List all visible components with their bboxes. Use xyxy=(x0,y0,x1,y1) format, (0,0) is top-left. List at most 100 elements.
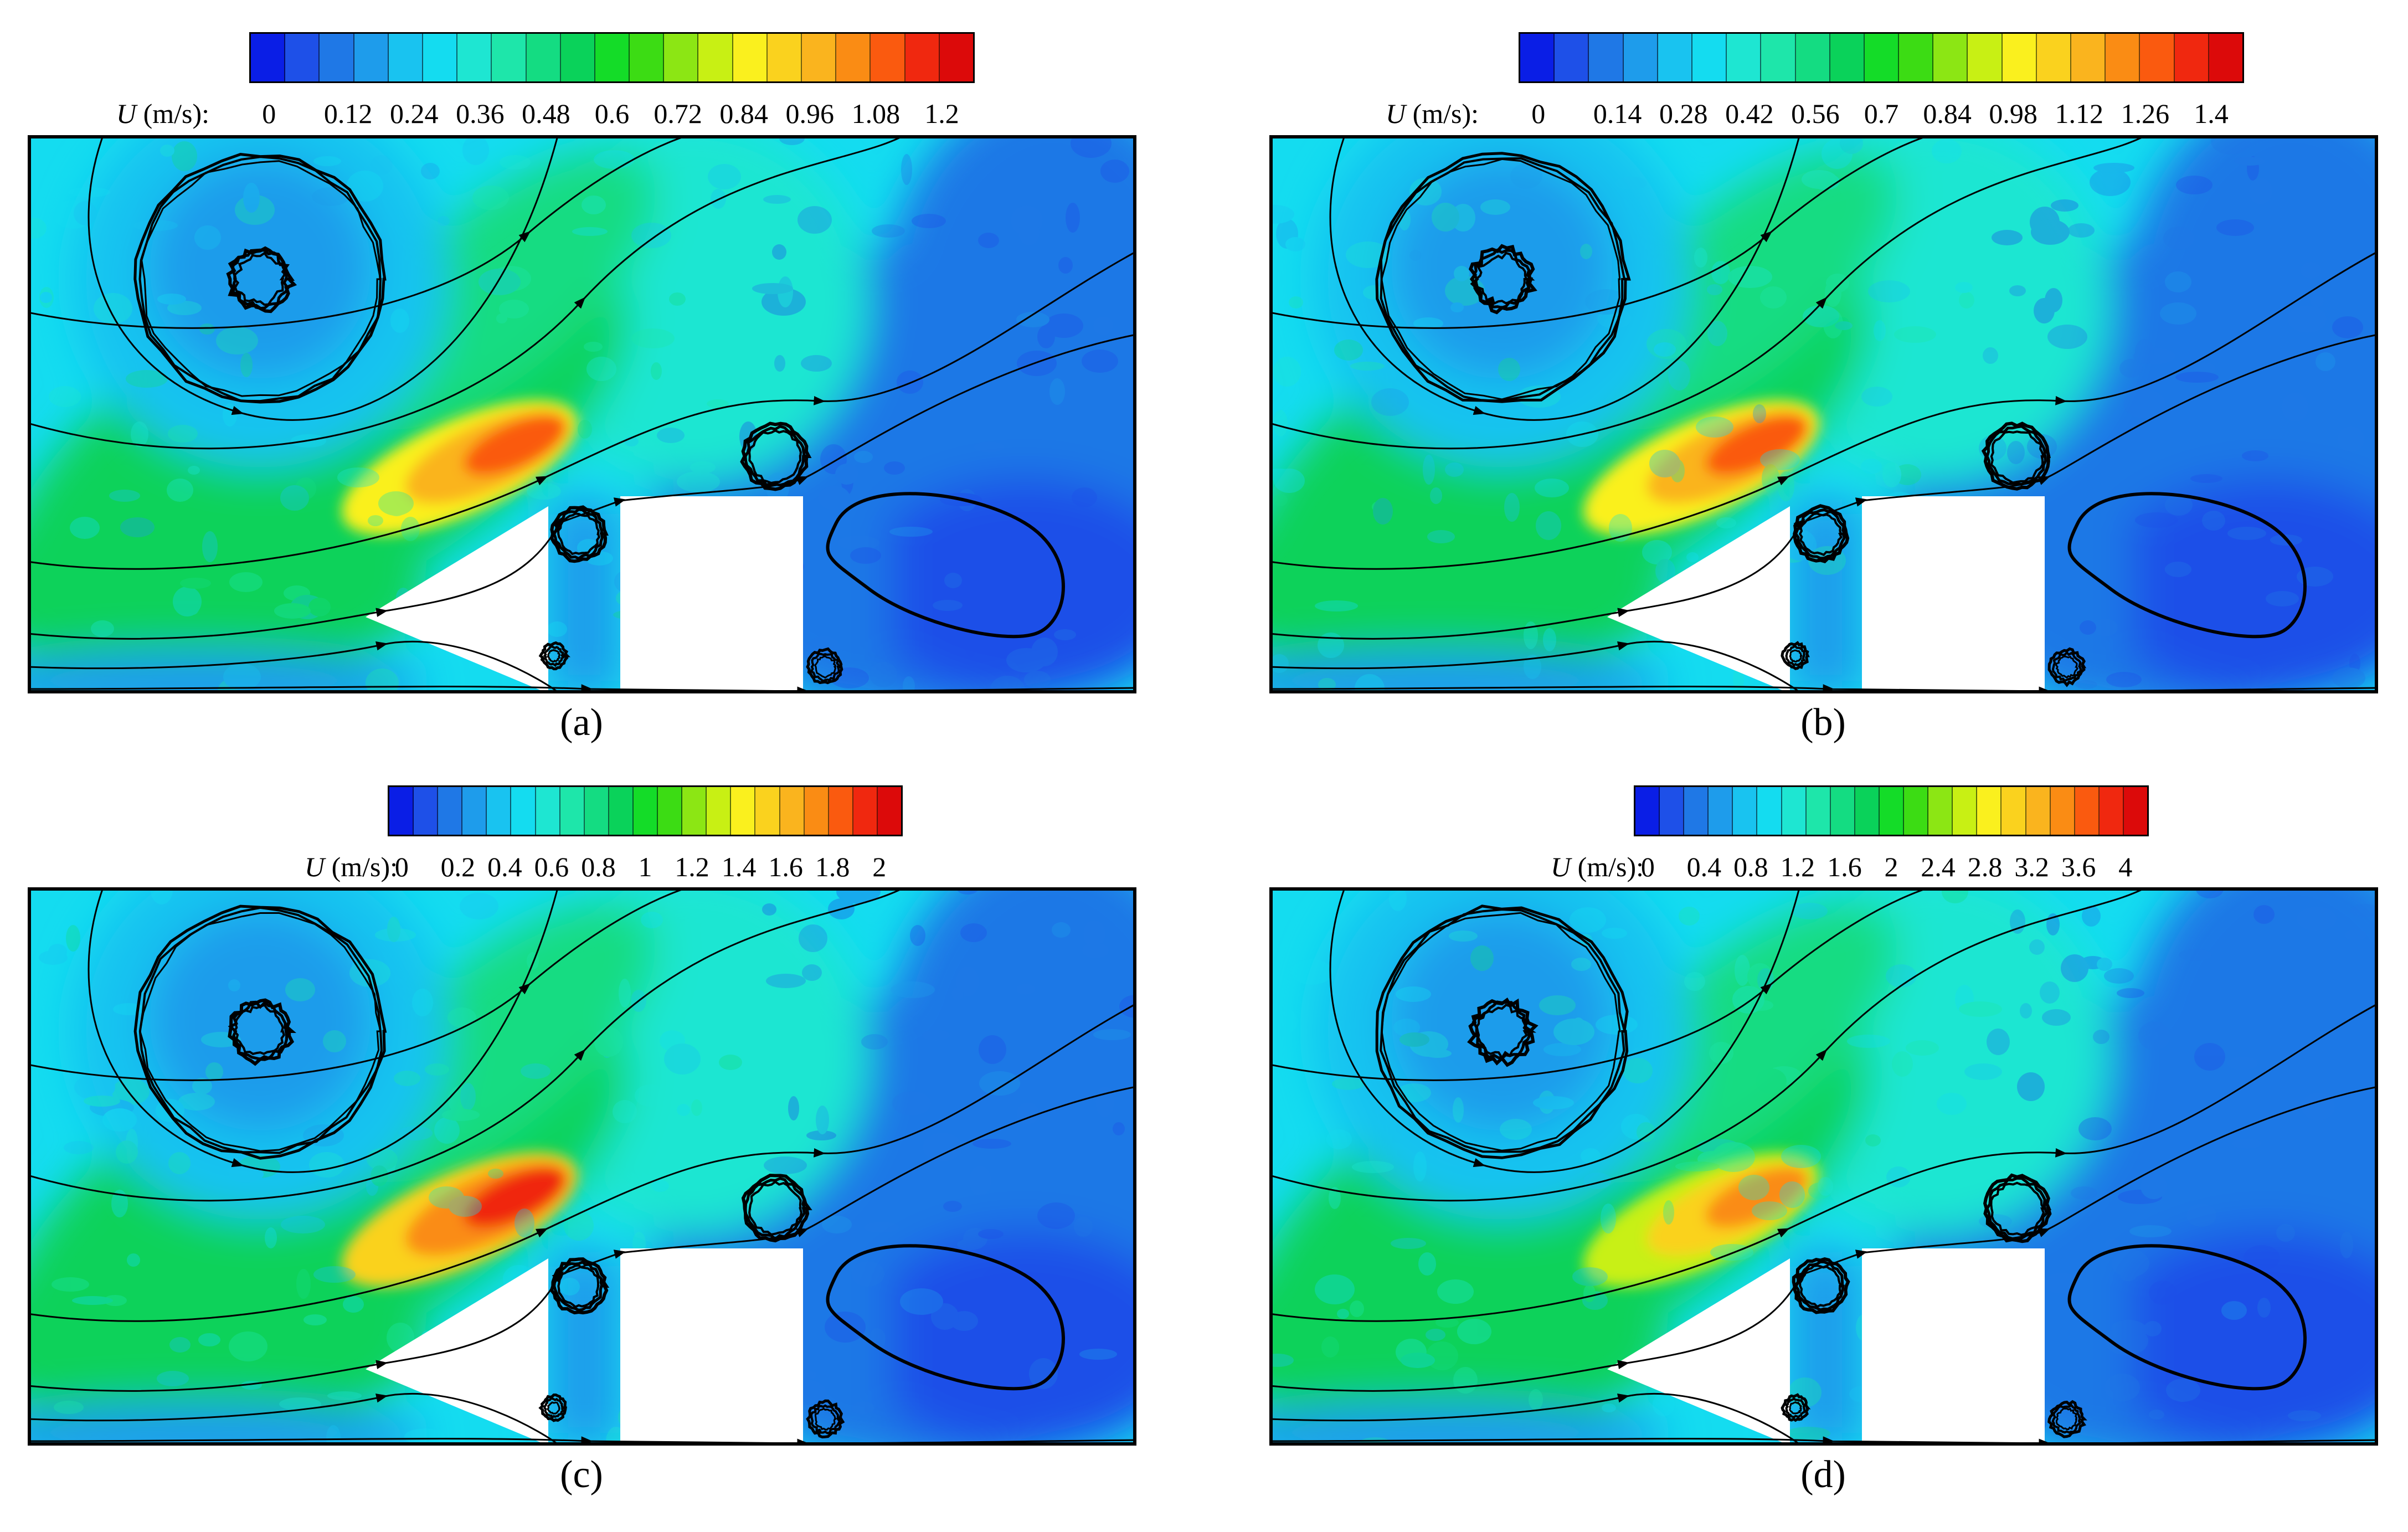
noise-speckle xyxy=(2117,988,2144,998)
vortex-loop xyxy=(1985,1176,2049,1240)
colorbar-segment xyxy=(871,34,905,81)
noise-speckle xyxy=(1413,317,1443,330)
colorbar-d-ticks: 0 0.4 0.8 1.2 1.6 2 2.4 2.8 3.2 3.6 4 xyxy=(1634,853,2149,886)
noise-speckle xyxy=(1762,464,1779,493)
noise-speckle xyxy=(1270,654,1289,673)
velocity-field-b xyxy=(1269,135,2378,693)
noise-speckle xyxy=(635,1084,666,1107)
noise-speckle xyxy=(1329,1187,1341,1209)
noise-speckle xyxy=(1318,678,1336,691)
colorbar-segment xyxy=(829,787,853,835)
noise-speckle xyxy=(774,355,785,372)
noise-speckle xyxy=(1663,1200,1674,1225)
noise-speckle xyxy=(1958,1125,2000,1138)
noise-speckle xyxy=(1037,600,1078,610)
noise-speckle xyxy=(160,145,174,157)
noise-speckle xyxy=(1861,387,1892,407)
noise-speckle xyxy=(1363,285,1385,300)
noise-speckle xyxy=(1337,1309,1349,1319)
colorbar-segment xyxy=(511,787,536,835)
noise-speckle xyxy=(120,517,155,537)
colorbar-segment xyxy=(595,34,630,81)
noise-speckle xyxy=(1454,266,1469,281)
noise-speckle xyxy=(1427,530,1455,543)
noise-speckle xyxy=(2349,654,2360,674)
noise-speckle xyxy=(1095,1086,1114,1117)
noise-speckle xyxy=(1413,1151,1427,1181)
colorbar-tick-label: 0.7 xyxy=(1864,98,1899,129)
noise-speckle xyxy=(2080,620,2096,635)
colorbar-segment xyxy=(1520,34,1555,81)
noise-speckle xyxy=(1735,955,1750,986)
colorbar-segment xyxy=(2075,787,2100,835)
colorbar-tick-label: 0.8 xyxy=(581,851,616,882)
noise-speckle xyxy=(763,195,791,204)
noise-speckle xyxy=(979,1035,1006,1064)
noise-speckle xyxy=(1711,261,1730,284)
noise-speckle xyxy=(102,1108,137,1132)
noise-speckle xyxy=(168,1152,191,1174)
colorbar-segment xyxy=(1658,34,1692,81)
vortex-loop xyxy=(1799,1264,1843,1308)
colorbar-c-label: U (m/s): xyxy=(304,851,398,882)
noise-speckle xyxy=(2247,156,2259,181)
noise-speckle xyxy=(74,1075,115,1100)
noise-speckle xyxy=(66,925,80,952)
square-obstacle xyxy=(1862,1248,2045,1446)
colorbar-tick-label: 0.6 xyxy=(534,851,569,882)
noise-speckle xyxy=(1529,1389,1543,1410)
colorbar-tick-label: 0.56 xyxy=(1791,98,1840,129)
noise-speckle xyxy=(375,928,416,942)
noise-speckle xyxy=(1959,292,1974,309)
noise-speckle xyxy=(825,1312,866,1343)
noise-speckle xyxy=(111,1190,128,1217)
colorbar-segment xyxy=(658,787,683,835)
noise-speckle xyxy=(1391,1238,1426,1249)
vortex-loop xyxy=(2055,655,2078,679)
vortex-loop xyxy=(810,1404,842,1435)
vortex-loop xyxy=(543,645,565,667)
noise-speckle xyxy=(2093,1030,2109,1044)
noise-speckle xyxy=(2302,1093,2335,1120)
colorbar-tick-label: 1.8 xyxy=(815,851,850,882)
streamline xyxy=(1269,887,2148,1202)
noise-speckle xyxy=(521,1063,550,1079)
noise-speckle xyxy=(2104,968,2134,984)
noise-speckle xyxy=(2194,362,2216,374)
noise-speckle xyxy=(1423,455,1435,485)
vortex-loop xyxy=(547,649,560,663)
colorbar-segment xyxy=(560,34,595,81)
noise-speckle xyxy=(157,294,186,305)
colorbar-segment xyxy=(2209,34,2242,81)
colorbar-segment xyxy=(682,787,707,835)
noise-speckle xyxy=(1802,170,1837,189)
noise-speckle xyxy=(1835,321,1853,330)
noise-speckle xyxy=(1426,1341,1458,1370)
noise-speckle xyxy=(327,1391,362,1400)
noise-speckle xyxy=(2165,562,2191,577)
colorbar-segment xyxy=(1733,787,1758,835)
noise-speckle xyxy=(1581,1148,1601,1164)
colorbar-segment xyxy=(630,34,665,81)
colorbar-tick-label: 0.48 xyxy=(522,98,570,129)
noise-speckle xyxy=(836,887,881,904)
noise-speckle xyxy=(892,1091,931,1115)
colorbar-tick-label: 0.8 xyxy=(1733,851,1768,882)
noise-speckle xyxy=(2316,352,2335,371)
noise-speckle xyxy=(368,515,383,526)
vortex-loop xyxy=(2055,1407,2078,1430)
noise-speckle xyxy=(2208,548,2237,559)
noise-speckle xyxy=(1728,266,1772,288)
noise-speckle xyxy=(797,206,832,234)
noise-speckle xyxy=(313,156,341,166)
streamline xyxy=(28,135,692,329)
noise-speckle xyxy=(2165,495,2193,516)
streamline xyxy=(1269,684,2378,693)
noise-speckle xyxy=(1024,671,1051,688)
noise-speckle xyxy=(429,1186,464,1209)
vortex-loop xyxy=(1381,158,1621,400)
colorbar-tick-label: 0.4 xyxy=(487,851,522,882)
noise-speckle xyxy=(2105,1327,2148,1355)
vortex-loop xyxy=(744,425,806,487)
noise-speckle xyxy=(1074,1217,1093,1237)
